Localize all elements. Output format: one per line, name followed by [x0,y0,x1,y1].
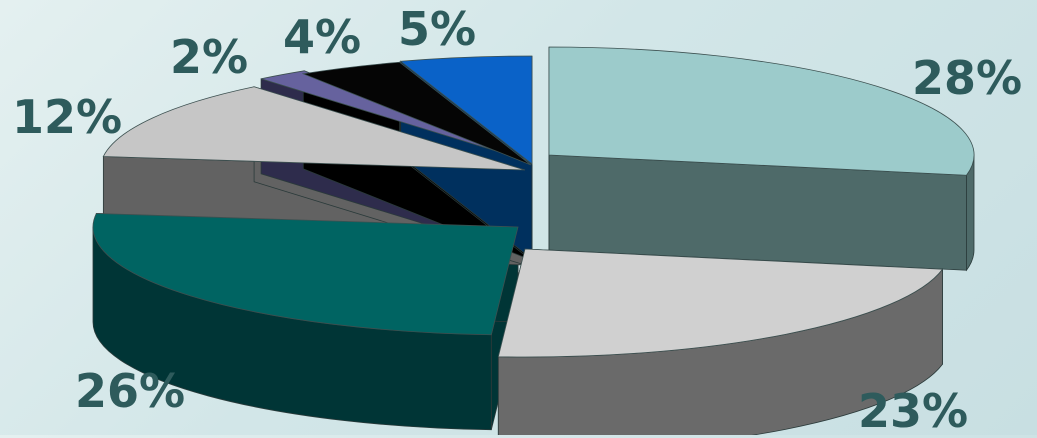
slice-label-1: 23% [858,384,969,438]
slice-top-5 [301,61,532,166]
slice-label-6: 5% [398,2,477,56]
slice-top-6 [399,55,533,165]
slice-label-5: 4% [283,10,362,64]
slice-top-0 [548,46,975,176]
slice-top-2 [92,213,519,336]
slice-top-4 [260,70,533,163]
slice-top-1 [497,248,944,358]
slice-label-3: 12% [12,90,123,144]
slice-label-0: 28% [912,51,1023,105]
slice-label-4: 2% [170,30,249,84]
slice-top-3 [102,86,526,171]
slice-label-2: 26% [75,364,186,418]
